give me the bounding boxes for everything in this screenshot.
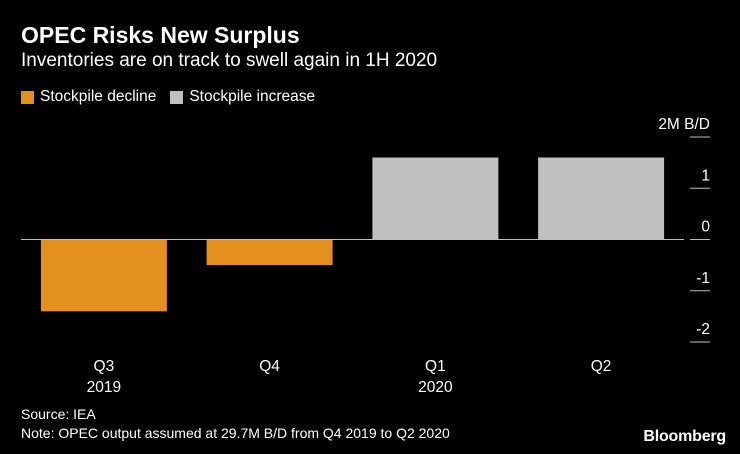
bar-q3: [40, 239, 167, 312]
y-tick-label: 0: [701, 219, 710, 236]
bloomberg-logo: Bloomberg: [643, 428, 726, 445]
chart-subtitle: Inventories are on track to swell again …: [21, 50, 438, 71]
legend-item-increase: Stockpile increase: [170, 88, 315, 106]
x-tick-label-q2: Q2: [591, 358, 612, 375]
x-year-label-2020: 2020: [418, 379, 453, 396]
bar-q2: [538, 157, 665, 240]
x-year-label-2019: 2019: [87, 379, 121, 396]
bar-q1: [372, 157, 499, 240]
methodology-note: Note: OPEC output assumed at 29.7M B/D f…: [21, 425, 450, 441]
source-note: Source: IEA: [21, 406, 96, 422]
chart-title: OPEC Risks New Surplus: [21, 22, 300, 48]
y-tick-label: 1: [701, 167, 710, 184]
legend-label-decline: Stockpile decline: [40, 88, 157, 105]
legend: Stockpile decline Stockpile increase: [21, 88, 329, 106]
x-tick-label-q4: Q4: [259, 358, 280, 375]
y-tick-label: -2: [696, 321, 710, 338]
x-tick-label-q1: Q1: [425, 358, 446, 375]
x-tick-label-q3: Q3: [94, 358, 115, 375]
legend-swatch-increase: [170, 90, 184, 104]
legend-swatch-decline: [21, 90, 34, 104]
bar-q4: [206, 239, 333, 266]
y-tick-label: -1: [696, 270, 710, 287]
legend-item-decline: Stockpile decline: [21, 88, 156, 106]
legend-label-increase: Stockpile increase: [189, 88, 316, 105]
y-tick-label: 2M B/D: [658, 116, 710, 133]
